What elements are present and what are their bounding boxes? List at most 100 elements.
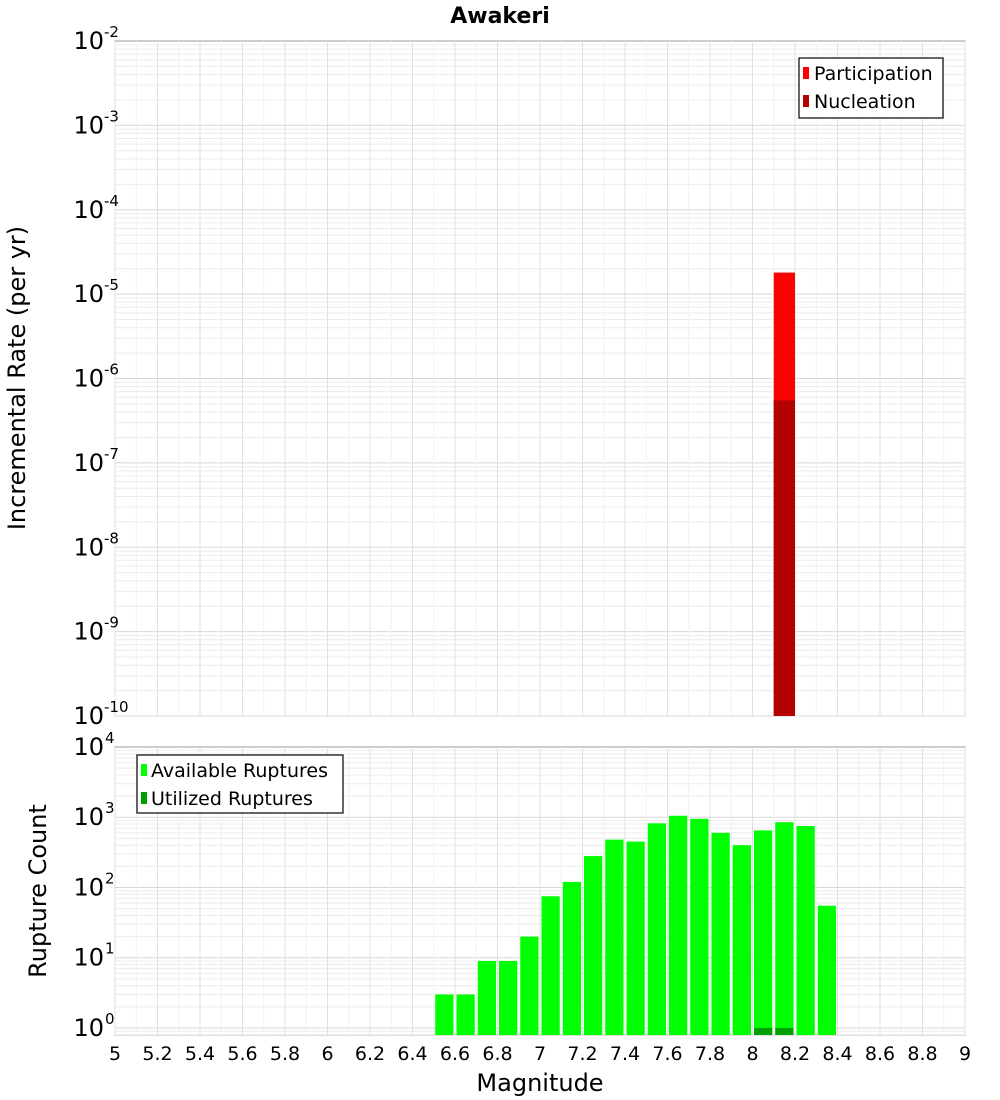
- legend-label-participation: Participation: [814, 63, 933, 85]
- available-ruptures-bar: [711, 832, 730, 1035]
- svg-text:10: 10: [73, 618, 104, 646]
- x-tick-label: 6: [321, 1043, 333, 1065]
- legend-swatch-nucleation: [803, 95, 809, 107]
- svg-text:1: 1: [105, 940, 115, 958]
- top-y-tick-label: 10 -10: [73, 698, 128, 730]
- x-tick-label: 6.6: [440, 1043, 470, 1065]
- svg-text:10: 10: [73, 111, 104, 139]
- x-tick-label: 5.8: [270, 1043, 300, 1065]
- x-tick-label: 6.8: [482, 1043, 512, 1065]
- available-ruptures-bar: [520, 936, 539, 1035]
- bottom-y-tick-label: 10 4: [73, 729, 114, 761]
- svg-text:10: 10: [73, 873, 104, 901]
- svg-text:-3: -3: [104, 107, 119, 125]
- available-ruptures-bar: [669, 815, 688, 1035]
- svg-text:10: 10: [73, 733, 104, 761]
- available-ruptures-bar: [817, 905, 836, 1035]
- bottom-legend-box: [136, 754, 344, 814]
- svg-text:10: 10: [73, 449, 104, 477]
- available-ruptures-bar: [796, 826, 815, 1035]
- bottom-y-tick-label: 10 0: [73, 1010, 114, 1042]
- legend-label-nucleation: Nucleation: [814, 91, 916, 113]
- available-ruptures-bar: [732, 845, 751, 1035]
- top-legend-box: [798, 57, 944, 119]
- svg-text:-8: -8: [104, 529, 119, 547]
- chart-title: Awakeri: [450, 4, 550, 29]
- x-tick-label: 6.4: [397, 1043, 427, 1065]
- svg-text:-4: -4: [104, 192, 119, 210]
- top-y-tick-label: 10 -5: [73, 276, 119, 308]
- nucleation-bar: [773, 400, 795, 716]
- svg-text:-5: -5: [104, 276, 119, 294]
- available-ruptures-bar: [626, 841, 645, 1035]
- top-bars: [773, 272, 795, 716]
- x-tick-label: 5.4: [185, 1043, 215, 1065]
- available-ruptures-bar: [605, 839, 624, 1035]
- svg-text:10: 10: [73, 280, 104, 308]
- x-tick-label: 8.2: [780, 1043, 810, 1065]
- top-grid: [114, 41, 966, 717]
- available-ruptures-bar: [690, 818, 709, 1035]
- available-ruptures-bar: [754, 830, 773, 1035]
- available-ruptures-bar: [456, 994, 475, 1035]
- utilized-ruptures-bar: [775, 1027, 794, 1035]
- legend-swatch-utilized-ruptures: [141, 792, 147, 804]
- bottom-y-tick-label: 10 3: [73, 799, 114, 831]
- x-tick-label: 8.4: [822, 1043, 852, 1065]
- top-legend: Participation Nucleation: [798, 57, 944, 119]
- available-ruptures-bar: [775, 822, 794, 1035]
- x-tick-label: 5.6: [227, 1043, 257, 1065]
- x-tick-label: 8.8: [907, 1043, 937, 1065]
- svg-text:10: 10: [73, 944, 104, 972]
- svg-text:-6: -6: [104, 361, 119, 379]
- svg-text:4: 4: [105, 729, 115, 747]
- svg-text:10: 10: [73, 365, 104, 393]
- legend-label-available-ruptures: Available Ruptures: [151, 760, 328, 782]
- svg-text:-9: -9: [104, 614, 119, 632]
- x-axis-label: Magnitude: [476, 1069, 603, 1097]
- top-y-tick-label: 10 -6: [73, 361, 119, 393]
- top-y-tick-label: 10 -9: [73, 614, 119, 646]
- x-tick-label: 5.2: [142, 1043, 172, 1065]
- x-tick-label: 8: [746, 1043, 758, 1065]
- top-y-tick-label: 10 -2: [73, 23, 119, 55]
- available-ruptures-bar: [499, 960, 518, 1035]
- svg-text:10: 10: [73, 1014, 104, 1042]
- bottom-bars: [435, 815, 836, 1035]
- top-y-tick-label: 10 -7: [73, 445, 119, 477]
- available-ruptures-bar: [477, 960, 496, 1035]
- svg-text:2: 2: [105, 869, 115, 887]
- bottom-y-tick-label: 10 1: [73, 940, 114, 972]
- x-tick-labels: 5 5.2 5.4 5.6 5.8 6 6.2 6.4 6.6 6.8 7 7.2 7.4 7.6 7.8 8…: [109, 1043, 971, 1065]
- x-tick-label: 7: [534, 1043, 546, 1065]
- svg-text:-7: -7: [104, 445, 119, 463]
- top-y-tick-label: 10 -3: [73, 107, 119, 139]
- available-ruptures-bar: [435, 994, 454, 1035]
- bottom-legend: Available Ruptures Utilized Ruptures: [136, 754, 344, 814]
- available-ruptures-bar: [562, 881, 581, 1035]
- x-tick-label: 7.2: [567, 1043, 597, 1065]
- svg-text:10: 10: [73, 533, 104, 561]
- top-y-tick-label: 10 -4: [73, 192, 119, 224]
- bottom-y-axis-label: Rupture Count: [24, 804, 52, 978]
- legend-label-utilized-ruptures: Utilized Ruptures: [151, 788, 313, 810]
- x-tick-label: 7.8: [695, 1043, 725, 1065]
- top-y-axis-label: Incremental Rate (per yr): [3, 226, 31, 530]
- available-ruptures-bar: [647, 823, 666, 1035]
- legend-swatch-participation: [803, 67, 809, 79]
- x-tick-label: 9: [959, 1043, 971, 1065]
- svg-text:10: 10: [73, 196, 104, 224]
- svg-text:-10: -10: [104, 698, 129, 716]
- utilized-ruptures-bar: [754, 1027, 773, 1035]
- x-tick-label: 7.6: [652, 1043, 682, 1065]
- top-y-tick-label: 10 -8: [73, 529, 119, 561]
- svg-text:10: 10: [73, 27, 104, 55]
- svg-text:10: 10: [73, 803, 104, 831]
- svg-text:0: 0: [105, 1010, 115, 1028]
- x-tick-label: 7.4: [610, 1043, 640, 1065]
